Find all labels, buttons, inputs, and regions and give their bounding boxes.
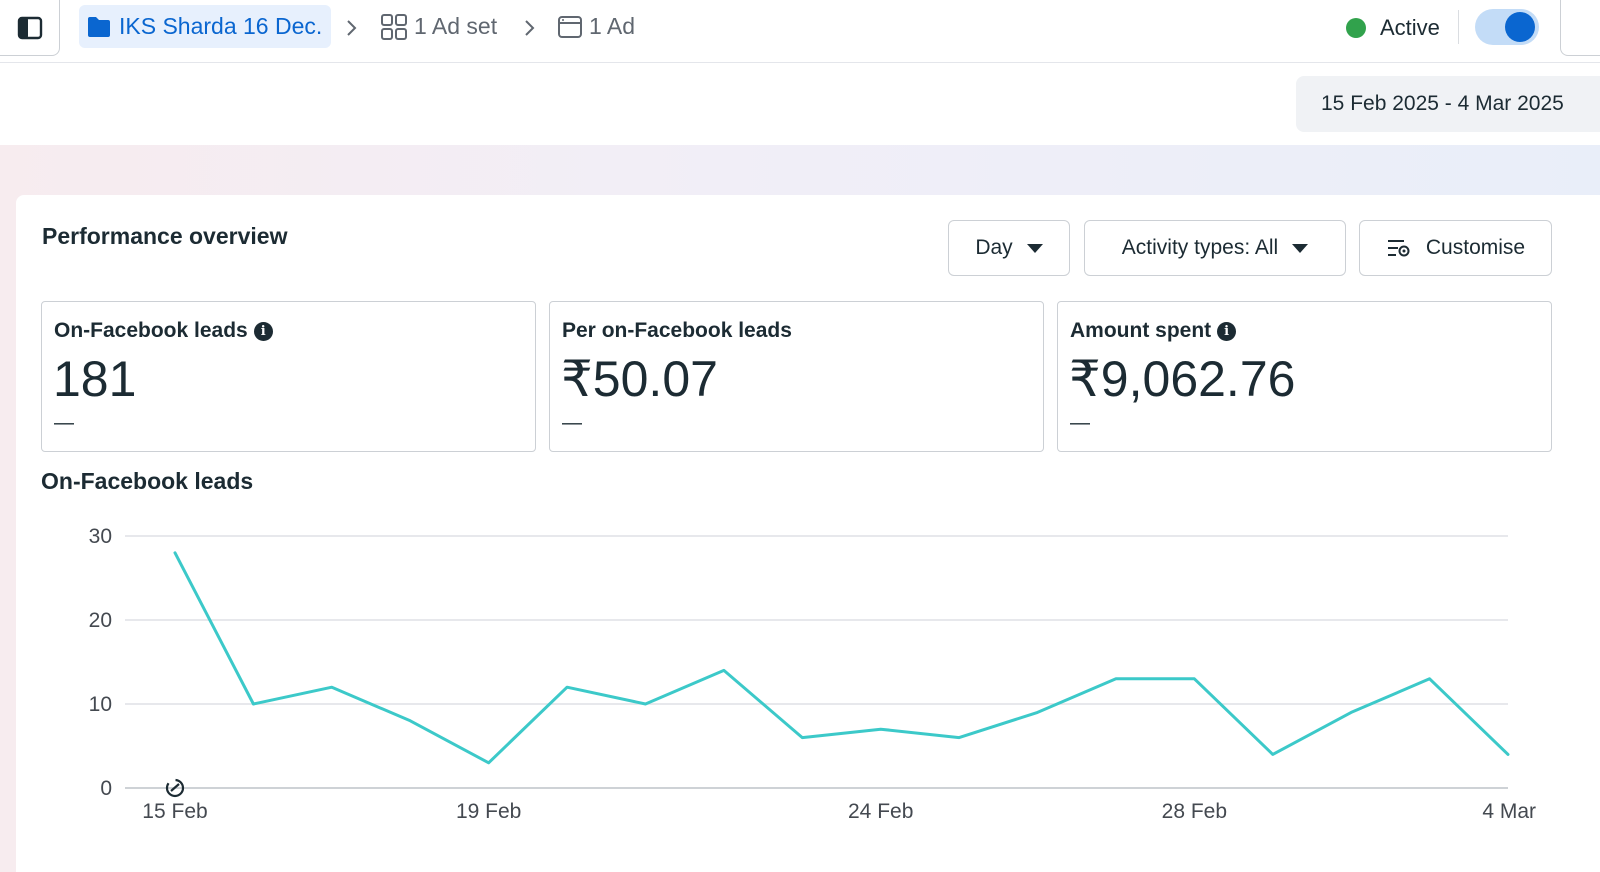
x-tick-label: 4 Mar (1482, 800, 1536, 823)
y-tick-label: 20 (89, 609, 112, 632)
customise-button[interactable]: Customise (1359, 220, 1552, 276)
customise-settings-icon (1387, 240, 1410, 257)
metric-delta: — (562, 412, 582, 434)
status-label: Active (1380, 15, 1440, 40)
metric-card-leads[interactable]: On-Facebook leads i 181 — (41, 301, 536, 452)
metric-value: ₹50.07 (561, 351, 718, 407)
breadcrumb-ad-label: 1 Ad (589, 13, 636, 39)
campaign-on-off-toggle[interactable] (1475, 9, 1539, 45)
metric-card-amount-spent[interactable]: Amount spent i ₹9,062.76 — (1057, 301, 1552, 452)
ad-window-icon (558, 15, 582, 38)
metric-label: Per on-Facebook leads (562, 319, 792, 343)
breadcrumb-adset[interactable]: 1 Ad set (380, 5, 497, 48)
breadcrumb-ad[interactable]: 1 Ad (557, 5, 635, 48)
delivery-status: Active (1346, 12, 1440, 44)
side-panel-icon (17, 16, 42, 39)
granularity-label: Day (975, 236, 1013, 259)
metric-card-cost-per-lead[interactable]: Per on-Facebook leads ₹50.07 — (549, 301, 1044, 452)
divider (1458, 10, 1459, 44)
top-bar: IKS Sharda 16 Dec. 1 Ad set 1 Ad Active (0, 0, 1600, 63)
granularity-dropdown[interactable]: Day (948, 220, 1070, 276)
metric-label: On-Facebook leads i (54, 319, 273, 343)
activity-types-dropdown[interactable]: Activity types: All (1084, 220, 1346, 276)
metric-delta: — (1070, 412, 1090, 434)
customise-label: Customise (1425, 236, 1526, 259)
x-tick-label: 24 Feb (848, 800, 913, 823)
y-tick-label: 30 (89, 525, 112, 548)
y-tick-label: 0 (100, 777, 112, 800)
chevron-right-icon (345, 18, 359, 44)
caret-down-icon (1026, 243, 1043, 253)
y-tick-label: 10 (89, 693, 112, 716)
metric-label-text: Per on-Facebook leads (562, 319, 792, 342)
x-tick-label: 28 Feb (1162, 800, 1227, 823)
overflow-panel-edge[interactable] (1560, 0, 1600, 56)
breadcrumb-campaign-label: IKS Sharda 16 Dec. (119, 13, 323, 39)
chevron-right-icon (523, 18, 537, 44)
info-icon[interactable]: i (1217, 321, 1237, 341)
x-tick-label: 19 Feb (456, 800, 521, 823)
breadcrumb-adset-label: 1 Ad set (414, 13, 498, 39)
folder-icon (88, 16, 110, 37)
ad-set-grid-icon (381, 13, 407, 40)
metric-value: ₹9,062.76 (1069, 351, 1296, 407)
metric-value: 181 (53, 351, 137, 407)
metric-label-text: Amount spent (1070, 319, 1212, 342)
side-panel-toggle-button[interactable] (0, 0, 60, 56)
metric-label: Amount spent i (1070, 319, 1237, 343)
chart-title: On-Facebook leads (41, 468, 254, 494)
series-line (173, 551, 1510, 765)
annotation-marker-icon (165, 778, 185, 798)
annotation-marker-icon (170, 783, 180, 792)
x-tick-label: 15 Feb (142, 800, 207, 823)
status-dot-icon (1346, 18, 1366, 38)
card-title: Performance overview (42, 223, 288, 249)
performance-overview-card: Performance overview Day Activity types:… (16, 195, 1600, 872)
metric-delta: — (54, 412, 74, 434)
activity-types-label: Activity types: All (1121, 236, 1279, 259)
caret-down-icon (1292, 243, 1309, 253)
toggle-knob (1505, 12, 1535, 42)
metric-label-text: On-Facebook leads (54, 319, 248, 342)
info-icon[interactable]: i (253, 321, 273, 341)
breadcrumb-campaign[interactable]: IKS Sharda 16 Dec. (79, 5, 331, 48)
date-range-picker[interactable]: 15 Feb 2025 - 4 Mar 2025 (1296, 76, 1600, 132)
